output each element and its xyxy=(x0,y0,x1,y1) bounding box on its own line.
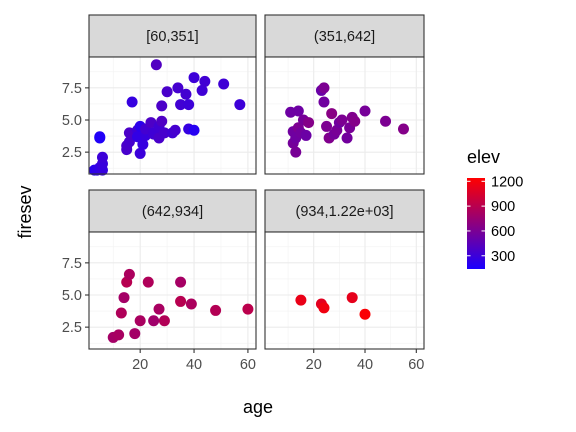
data-point xyxy=(134,315,146,327)
data-point xyxy=(156,115,168,127)
data-point xyxy=(185,298,197,310)
data-point xyxy=(188,72,200,84)
data-point xyxy=(300,129,312,141)
y-axis-title: firesev xyxy=(15,185,35,238)
x-tick-label: 60 xyxy=(240,357,256,373)
data-point xyxy=(129,328,141,340)
colorbar-label: 300 xyxy=(491,249,515,265)
data-point xyxy=(234,99,246,111)
data-point xyxy=(336,114,348,126)
facet-panel: (934,1.22e+03] 20 40 60 xyxy=(264,189,425,373)
data-point xyxy=(148,315,160,327)
data-point xyxy=(172,82,184,94)
data-point xyxy=(359,105,371,117)
y-tick-label: 7.5 xyxy=(62,81,82,97)
data-point xyxy=(123,136,135,148)
colorbar-label: 600 xyxy=(491,224,515,240)
y-tick-label: 5.0 xyxy=(62,288,82,304)
data-point xyxy=(175,276,187,288)
colorbar-label: 900 xyxy=(491,199,515,215)
legend: elev 300 600 900 1200 xyxy=(467,147,523,269)
data-point xyxy=(359,308,371,320)
data-point xyxy=(303,117,315,129)
data-point xyxy=(175,99,187,111)
legend-title: elev xyxy=(467,147,500,167)
x-tick-label: 40 xyxy=(186,357,202,373)
facet-panel: (642,934] 2.5 5.0 7.5 20 40 60 xyxy=(62,189,257,373)
data-point xyxy=(196,84,208,96)
y-tick-label: 2.5 xyxy=(62,320,82,336)
x-tick-label: 20 xyxy=(132,357,148,373)
data-point xyxy=(153,303,165,315)
facet-strip xyxy=(88,14,257,58)
data-point xyxy=(380,115,392,127)
data-point xyxy=(292,105,304,117)
data-point xyxy=(96,151,108,163)
facet-strip-label: (642,934] xyxy=(142,204,203,220)
data-point xyxy=(318,82,330,94)
data-point xyxy=(94,132,106,144)
plot-background xyxy=(89,57,256,174)
y-tick-label: 5.0 xyxy=(62,113,82,129)
plot-background xyxy=(89,232,256,349)
x-axis-title: age xyxy=(243,397,273,417)
data-point xyxy=(341,132,353,144)
data-point xyxy=(295,294,307,306)
legend-ticks: 300 600 900 1200 xyxy=(467,174,523,265)
panel-border xyxy=(264,56,425,175)
data-point xyxy=(123,268,135,280)
x-tick-label: 20 xyxy=(306,357,322,373)
panel-border xyxy=(88,231,257,350)
panel-border xyxy=(88,56,257,175)
facet-panel: (351,642] xyxy=(264,14,425,175)
panel-border xyxy=(264,231,425,350)
plot-background xyxy=(265,232,424,349)
data-point xyxy=(158,127,170,139)
data-point xyxy=(210,304,222,316)
data-point xyxy=(318,96,330,108)
data-point xyxy=(349,115,361,127)
data-point xyxy=(131,131,143,143)
data-point xyxy=(326,108,338,120)
data-point xyxy=(318,302,330,314)
data-point xyxy=(158,315,170,327)
facet-strip xyxy=(264,189,425,233)
data-point xyxy=(180,88,192,100)
data-point xyxy=(134,147,146,159)
data-point xyxy=(183,99,195,111)
facet-strip-label: (351,642] xyxy=(314,29,375,45)
data-point xyxy=(169,124,181,136)
data-point xyxy=(161,86,173,98)
data-point xyxy=(115,307,127,319)
data-point xyxy=(142,276,154,288)
data-point xyxy=(290,146,302,158)
data-point xyxy=(156,100,168,112)
panels-layer: [60,351] 2.5 5.0 7.5 (351,642] (642,934] 2.5 5.… xyxy=(62,14,425,373)
data-point xyxy=(242,303,254,315)
facet-strip-label: [60,351] xyxy=(146,29,198,45)
data-point xyxy=(188,124,200,136)
data-point xyxy=(397,123,409,135)
y-tick-label: 2.5 xyxy=(62,145,82,161)
data-point xyxy=(321,120,333,132)
data-point xyxy=(113,329,125,341)
data-point xyxy=(118,292,130,304)
data-point xyxy=(175,295,187,307)
data-point xyxy=(218,78,230,90)
data-point xyxy=(150,59,162,71)
data-point xyxy=(126,96,138,108)
data-point xyxy=(137,138,149,150)
x-tick-label: 60 xyxy=(408,357,424,373)
data-point xyxy=(199,75,211,87)
colorbar-label: 1200 xyxy=(491,174,523,190)
colorbar xyxy=(467,178,485,269)
data-point xyxy=(346,292,358,304)
x-tick-label: 40 xyxy=(357,357,373,373)
y-tick-label: 7.5 xyxy=(62,256,82,272)
facet-panel: [60,351] 2.5 5.0 7.5 xyxy=(62,14,257,176)
facet-strip-label: (934,1.22e+03] xyxy=(296,204,394,220)
